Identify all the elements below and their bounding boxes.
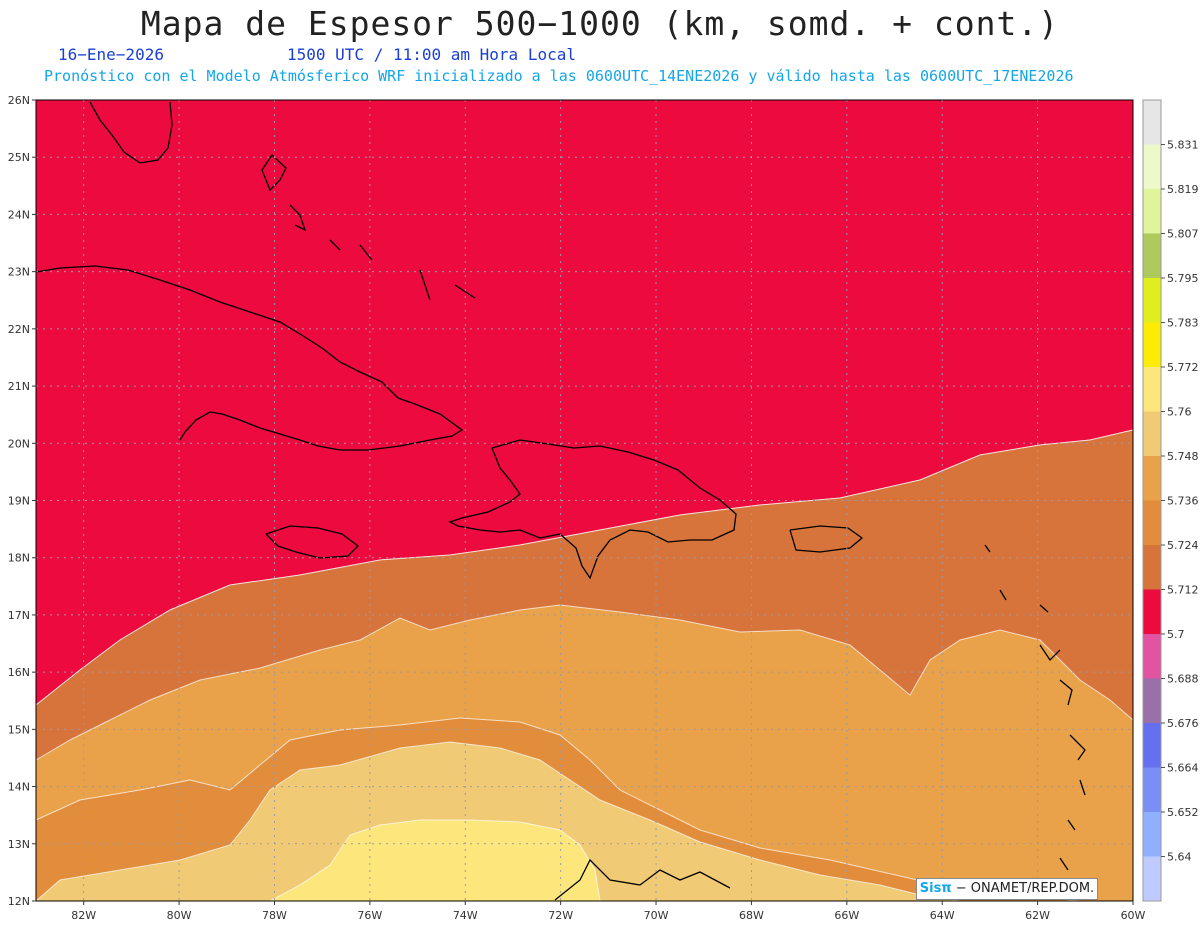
lat-label: 22N <box>8 323 30 336</box>
lon-label: 78W <box>262 909 287 922</box>
lon-label: 62W <box>1025 909 1050 922</box>
coast-cuba <box>35 265 464 451</box>
legend-label: 5.772 <box>1167 361 1199 374</box>
legend-label: 5.795 <box>1167 272 1199 285</box>
legend-label: 5.748 <box>1167 450 1199 463</box>
lat-label: 21N <box>8 380 30 393</box>
legend-swatch <box>1143 634 1161 679</box>
coastlines <box>35 101 1086 901</box>
lat-label: 14N <box>8 781 30 794</box>
coast-puerto-rico <box>789 525 864 553</box>
legend-swatch <box>1143 545 1161 590</box>
legend-label: 5.76 <box>1167 406 1192 419</box>
legend-swatch <box>1143 322 1161 368</box>
lat-lon-grid <box>36 99 1134 902</box>
lat-label: 16N <box>8 666 30 679</box>
legend-swatch <box>1143 278 1161 323</box>
forecast-description: Pronóstico con el Modelo Atmósferico WRF… <box>44 67 1074 85</box>
lat-label: 15N <box>8 723 30 736</box>
coast-lesser-antilles <box>984 544 1086 871</box>
legend-label: 5.652 <box>1167 806 1199 819</box>
lon-label: 66W <box>834 909 859 922</box>
legend-label: 5.783 <box>1167 317 1199 330</box>
latitude-labels: 12N 13N 14N 15N 16N 17N 18N 19N 20N 21N 22N 23N 24N 2… <box>8 94 36 908</box>
lon-label: 68W <box>739 909 764 922</box>
legend-swatch <box>1143 856 1161 902</box>
legend-label: 5.819 <box>1167 183 1199 196</box>
lon-label: 60W <box>1121 909 1146 922</box>
lat-label: 20N <box>8 437 30 450</box>
legend-label: 5.724 <box>1167 539 1199 552</box>
legend-swatch <box>1143 500 1161 546</box>
lat-label: 13N <box>8 838 30 851</box>
lon-label: 76W <box>357 909 382 922</box>
coast-jamaica <box>265 525 359 559</box>
lon-label: 72W <box>548 909 573 922</box>
lat-label: 26N <box>8 94 30 107</box>
legend-swatch <box>1143 144 1161 190</box>
lat-label: 23N <box>8 266 30 279</box>
coast-hispaniola <box>448 439 737 580</box>
lon-label: 70W <box>644 909 669 922</box>
legend-swatch <box>1143 589 1161 635</box>
legend-swatch <box>1143 812 1161 857</box>
lon-label: 82W <box>71 909 96 922</box>
coast-florida <box>89 101 173 164</box>
legend-label: 5.7 <box>1167 628 1185 641</box>
legend-label: 5.736 <box>1167 495 1199 508</box>
legend-label: 5.831 <box>1167 139 1199 152</box>
legend-swatch <box>1143 367 1161 412</box>
coast-venezuela <box>554 858 731 901</box>
legend-swatch <box>1143 189 1161 234</box>
forecast-date: 16−Ene−2026 <box>58 45 164 64</box>
credit-brand: Sisπ <box>919 881 952 896</box>
lon-label: 74W <box>453 909 478 922</box>
longitude-labels: 82W 80W 78W 76W 74W 72W 70W 68W 66W 64W 62W 60W <box>71 901 1146 922</box>
coast-bahamas <box>261 154 476 301</box>
lat-label: 17N <box>8 609 30 622</box>
map-title: Mapa de Espesor 500−1000 (km, somd. + co… <box>140 4 1060 43</box>
lat-label: 19N <box>8 495 30 508</box>
legend-label: 5.676 <box>1167 717 1199 730</box>
legend-swatch <box>1143 100 1161 145</box>
legend-label: 5.688 <box>1167 673 1199 686</box>
lat-label: 24N <box>8 208 30 221</box>
legend-label: 5.712 <box>1167 584 1199 597</box>
legend-swatch <box>1143 456 1161 501</box>
legend-label: 5.664 <box>1167 762 1199 775</box>
forecast-time: 1500 UTC / 11:00 am Hora Local <box>287 45 576 64</box>
color-legend: 5.64 5.652 5.664 5.676 5.688 5.7 5.712 5.724 5.7… <box>1142 99 1199 902</box>
legend-swatch <box>1143 411 1161 457</box>
credit-text: − ONAMET/REP.DOM. <box>951 881 1095 896</box>
credit-box: Sisπ − ONAMET/REP.DOM. <box>916 878 1098 900</box>
legend-swatch <box>1143 767 1161 813</box>
band-5772 <box>269 819 601 902</box>
lat-label: 25N <box>8 151 30 164</box>
lon-label: 80W <box>167 909 192 922</box>
legend-label: 5.807 <box>1167 228 1199 241</box>
lat-label: 12N <box>8 895 30 908</box>
legend-swatch <box>1143 678 1161 724</box>
legend-label: 5.64 <box>1167 851 1192 864</box>
lon-label: 64W <box>930 909 955 922</box>
lat-label: 18N <box>8 552 30 565</box>
legend-swatch <box>1143 723 1161 768</box>
thickness-bands <box>34 99 1134 902</box>
legend-swatch <box>1143 233 1161 279</box>
